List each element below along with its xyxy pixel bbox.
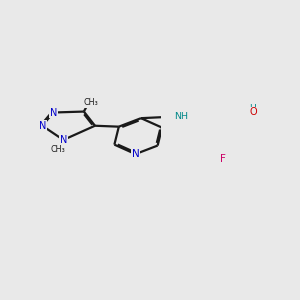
Text: N: N bbox=[132, 149, 139, 159]
Text: CH₃: CH₃ bbox=[50, 145, 65, 154]
Text: CH₃: CH₃ bbox=[84, 98, 98, 107]
Text: O: O bbox=[250, 107, 258, 117]
Text: H: H bbox=[249, 103, 256, 112]
Text: N: N bbox=[60, 135, 67, 145]
Text: F: F bbox=[220, 154, 225, 164]
Text: NH: NH bbox=[174, 112, 188, 121]
Text: N: N bbox=[50, 107, 57, 118]
Text: N: N bbox=[39, 121, 46, 131]
